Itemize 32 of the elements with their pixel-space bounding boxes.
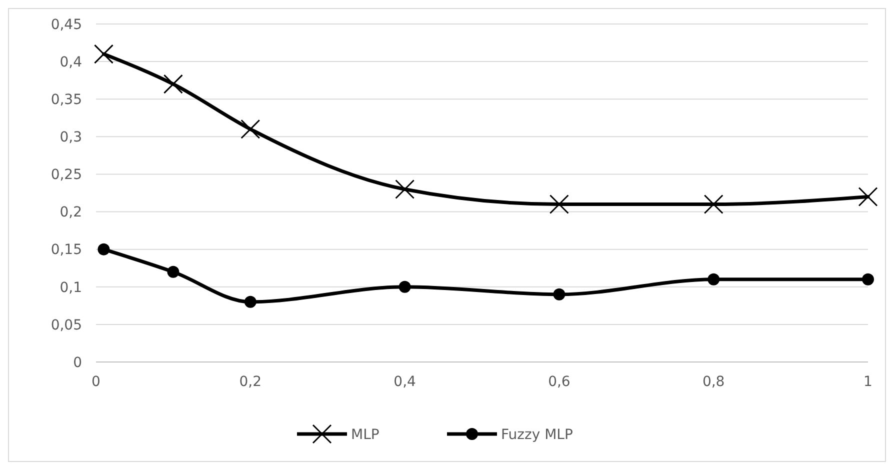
legend-label: MLP: [351, 426, 380, 443]
point: [167, 266, 180, 278]
y-tick-label: 0,45: [50, 16, 82, 33]
y-tick-label: 0,15: [50, 242, 82, 258]
point: [163, 74, 183, 94]
point: [549, 194, 569, 214]
x-tick-label: 0,2: [239, 374, 262, 390]
y-tick-label: 0,4: [60, 54, 82, 70]
x-tick-label: 1: [864, 374, 872, 390]
point: [862, 273, 874, 286]
y-tick-label: 0,1: [60, 280, 82, 296]
point: [708, 273, 720, 286]
y-tick-label: 0,05: [50, 317, 82, 334]
y-tick-label: 0,35: [50, 92, 82, 108]
y-tick-label: 0,25: [50, 167, 82, 184]
point: [244, 296, 256, 308]
x-tick-label: 0,6: [548, 374, 570, 390]
y-tick-label: 0: [73, 354, 82, 371]
y-tick-label: 0,3: [60, 130, 82, 146]
point: [240, 119, 260, 139]
y-tick-label: 0,2: [60, 204, 82, 221]
x-tick-label: 0: [92, 374, 100, 390]
point: [553, 288, 566, 300]
x-tick-label: 0,8: [702, 374, 725, 390]
point: [858, 187, 878, 207]
point: [704, 194, 724, 214]
legend-label: Fuzzy MLP: [501, 426, 573, 443]
x-tick-label: 0,4: [394, 374, 416, 390]
point: [398, 280, 411, 293]
point: [94, 44, 114, 64]
point: [395, 179, 415, 199]
point: [98, 243, 110, 256]
